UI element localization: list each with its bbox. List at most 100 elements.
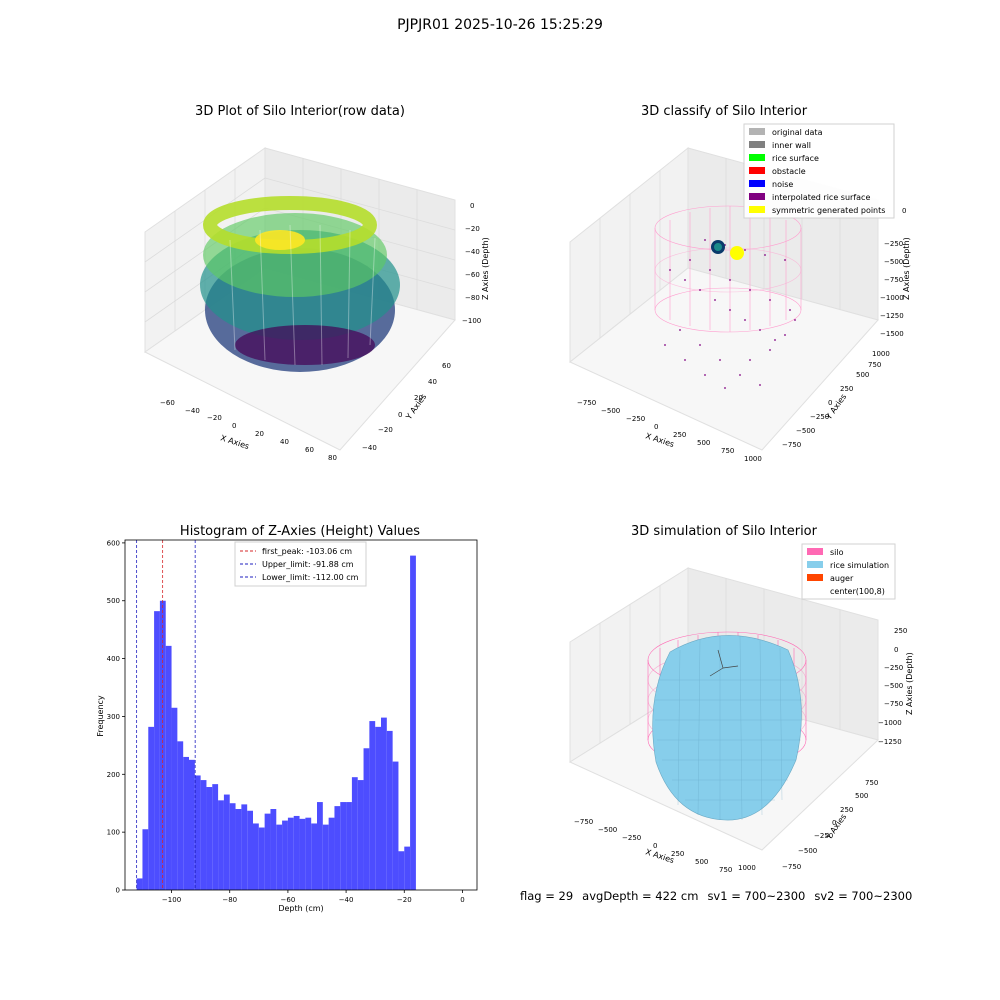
histogram-bar: [183, 756, 189, 890]
legend-swatch-inner-wall: [749, 141, 765, 148]
raw-z-tick: −60: [465, 271, 480, 279]
raw-z-tick: −80: [465, 294, 480, 302]
histogram-x-tick: −80: [222, 896, 237, 904]
classify-x-tick: 1000: [744, 455, 762, 463]
simulation-z-tick: −750: [884, 700, 903, 708]
legend-lower-limit: Lower_limit: -112.00 cm: [262, 573, 359, 582]
histogram-bar: [229, 803, 236, 890]
histogram-bar: [177, 741, 184, 890]
histogram-bar: [171, 707, 178, 890]
silo-wireframe: [654, 205, 802, 333]
raw-x-tick: −40: [185, 407, 200, 415]
legend-center: center(100,8): [830, 587, 885, 596]
status-footer: flag = 29 avgDepth = 422 cm sv1 = 700~2300…: [520, 889, 921, 903]
classify-y-tick: −250: [810, 413, 829, 421]
histogram-bar: [386, 730, 393, 890]
legend-swatch-auger: [807, 574, 823, 581]
classify-z-label: Z Axies (Depth): [902, 237, 911, 300]
classify-x-tick: 0: [654, 423, 658, 431]
simulation-axis-ticks: −750 −500 −250 0 250 500 750 1000 −750 −…: [574, 627, 907, 874]
histogram-y-tick: 400: [107, 655, 120, 663]
histogram-bar: [247, 810, 253, 890]
histogram-bar: [398, 851, 405, 890]
simulation-z-tick: 250: [894, 627, 907, 635]
histogram-x-label: Depth (cm): [278, 904, 323, 913]
histogram-bar: [206, 787, 213, 890]
classify-panel-title: 3D classify of Silo Interior: [640, 104, 808, 119]
histogram-bar: [264, 813, 271, 890]
rice-simulation-body: [652, 635, 802, 821]
simulation-x-tick: 1000: [738, 864, 756, 872]
histogram-chart: −100 −80 −60 −40 −20 0 0 100 200 300 400 500 600 Dep…: [96, 539, 478, 913]
raw-x-tick: −20: [207, 414, 222, 422]
histogram-y-label: Frequency: [96, 695, 105, 737]
histogram-bar: [218, 800, 224, 890]
histogram-bar: [276, 824, 283, 890]
histogram-bar: [381, 717, 387, 890]
legend-inner-wall: inner wall: [772, 141, 811, 150]
histogram-bar: [340, 802, 347, 890]
raw-z-tick: 0: [470, 202, 474, 210]
histogram-y-tick: 200: [107, 771, 120, 779]
raw-y-tick: −40: [362, 444, 377, 452]
legend-obstacle: obstacle: [772, 167, 806, 176]
histogram-bar: [328, 817, 335, 890]
histogram-bar: [200, 780, 207, 890]
raw-y-tick: 40: [428, 378, 437, 386]
simulation-panel-title: 3D simulation of Silo Interior: [631, 524, 817, 539]
legend-swatch-silo: [807, 548, 823, 555]
legend-swatch-interp: [749, 193, 765, 200]
raw-x-label: X Axies: [219, 433, 250, 451]
legend-silo: silo: [830, 548, 844, 557]
classify-x-tick: 250: [673, 431, 686, 439]
raw-z-label: Z Axies (Depth): [481, 237, 490, 300]
histogram-bar: [189, 759, 195, 890]
simulation-z-tick: −500: [884, 682, 903, 690]
histogram-legend: first_peak: -103.06 cm Upper_limit: -91.…: [234, 541, 367, 587]
histogram-bar: [223, 794, 230, 890]
legend-rice: rice simulation: [830, 561, 889, 570]
simulation-x-tick: −500: [598, 826, 617, 834]
flag-readout: flag = 29: [520, 889, 574, 903]
classify-y-tick: 750: [868, 361, 881, 369]
legend-swatch-original: [749, 128, 765, 135]
simulation-y-tick: −250: [814, 832, 833, 840]
simulation-z-tick: −1000: [878, 719, 902, 727]
legend-swatch-noise: [749, 180, 765, 187]
auger: [709, 649, 739, 677]
histogram-x-tick: 0: [460, 896, 464, 904]
histogram-bar: [165, 645, 172, 890]
simulation-y-tick: 0: [832, 819, 836, 827]
histogram-y-tick: 500: [107, 597, 120, 605]
raw-y-tick: 0: [398, 411, 402, 419]
histogram-bar: [299, 818, 306, 890]
classify-x-tick: −500: [601, 407, 620, 415]
histogram-bar: [287, 817, 294, 890]
raw-y-tick: 60: [442, 362, 451, 370]
classify-x-tick: 750: [721, 447, 734, 455]
histogram-x-tick: −40: [339, 896, 354, 904]
classify-z-tick: −750: [884, 276, 903, 284]
histogram-bar: [334, 806, 341, 890]
histogram-vlines: [136, 540, 196, 890]
classify-3d-plot: −750 −500 −250 0 250 500 750 1000 −750 −…: [569, 123, 911, 463]
classify-z-tick: −1500: [880, 330, 904, 338]
histogram-bar: [305, 817, 312, 890]
histogram-bar: [369, 721, 376, 890]
histogram-y-tick: 600: [107, 539, 120, 547]
classify-x-tick: −250: [626, 415, 645, 423]
simulation-y-tick: 500: [855, 792, 868, 800]
histogram-bar: [293, 815, 300, 890]
legend-swatch-rice: [807, 561, 823, 568]
histogram-bar: [258, 827, 265, 890]
legend-swatch-obstacle: [749, 167, 765, 174]
histogram-bar: [317, 802, 323, 890]
simulation-z-tick: −250: [884, 664, 903, 672]
avg-depth-readout: avgDepth = 422 cm: [582, 889, 699, 903]
simulation-x-tick: 0: [653, 842, 657, 850]
simulation-x-tick: −750: [574, 818, 593, 826]
raw-3d-plot: −60 −40 −20 0 20 40 60 80 −40 −20 0 20 4…: [144, 147, 490, 462]
histogram-bar: [253, 823, 259, 890]
histogram-bar: [235, 809, 242, 890]
simulation-y-label: Y Axies: [824, 812, 849, 842]
